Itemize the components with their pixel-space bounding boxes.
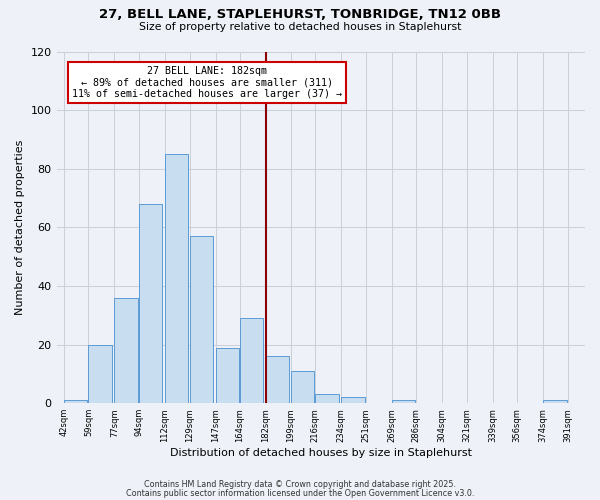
Bar (165, 154, 188, 403)
Bar (543, 400, 566, 403)
Bar (139, 204, 163, 403)
Text: 27, BELL LANE, STAPLEHURST, TONBRIDGE, TN12 0BB: 27, BELL LANE, STAPLEHURST, TONBRIDGE, T… (99, 8, 501, 20)
Text: 27 BELL LANE: 182sqm
← 89% of detached houses are smaller (311)
11% of semi-deta: 27 BELL LANE: 182sqm ← 89% of detached h… (72, 66, 342, 99)
Bar (341, 398, 365, 403)
Bar (266, 356, 289, 403)
Bar (64, 400, 87, 403)
Bar (315, 394, 338, 403)
Bar (290, 371, 314, 403)
Bar (88, 344, 112, 403)
Text: Contains public sector information licensed under the Open Government Licence v3: Contains public sector information licen… (126, 489, 474, 498)
Bar (215, 348, 239, 403)
X-axis label: Distribution of detached houses by size in Staplehurst: Distribution of detached houses by size … (170, 448, 472, 458)
Bar (115, 298, 138, 403)
Bar (240, 318, 263, 403)
Bar (392, 400, 415, 403)
Text: Size of property relative to detached houses in Staplehurst: Size of property relative to detached ho… (139, 22, 461, 32)
Bar (190, 236, 213, 403)
Text: Contains HM Land Registry data © Crown copyright and database right 2025.: Contains HM Land Registry data © Crown c… (144, 480, 456, 489)
Y-axis label: Number of detached properties: Number of detached properties (15, 140, 25, 315)
